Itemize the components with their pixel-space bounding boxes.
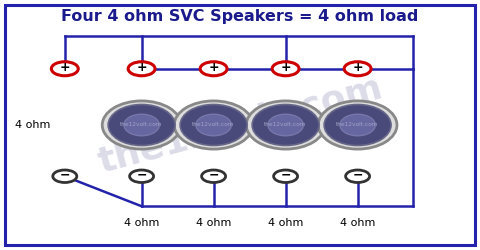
Text: +: + [208, 61, 219, 74]
Text: +: + [280, 61, 291, 74]
Text: +: + [136, 61, 147, 74]
Text: 4 ohm: 4 ohm [15, 120, 50, 130]
Circle shape [344, 62, 371, 76]
Text: 4 ohm: 4 ohm [196, 218, 231, 228]
Ellipse shape [246, 101, 325, 149]
Ellipse shape [180, 104, 247, 146]
Text: 4 ohm: 4 ohm [268, 218, 303, 228]
Text: −: − [60, 168, 70, 181]
Circle shape [272, 62, 299, 76]
Circle shape [200, 62, 227, 76]
Text: −: − [208, 168, 219, 181]
Text: 4 ohm: 4 ohm [340, 218, 375, 228]
Ellipse shape [252, 104, 319, 146]
Circle shape [128, 62, 155, 76]
Ellipse shape [324, 104, 391, 146]
Text: the12volt.com: the12volt.com [264, 122, 307, 128]
Circle shape [346, 170, 370, 182]
Circle shape [202, 170, 226, 182]
Text: the12volt.com: the12volt.com [94, 71, 386, 179]
Ellipse shape [124, 114, 159, 136]
Ellipse shape [102, 101, 181, 149]
Text: the12volt.com: the12volt.com [120, 122, 163, 128]
Ellipse shape [174, 101, 253, 149]
Text: Four 4 ohm SVC Speakers = 4 ohm load: Four 4 ohm SVC Speakers = 4 ohm load [61, 9, 419, 24]
Text: 4 ohm: 4 ohm [124, 218, 159, 228]
Text: −: − [280, 168, 291, 181]
Circle shape [51, 62, 78, 76]
Ellipse shape [108, 104, 175, 146]
Text: −: − [136, 168, 147, 181]
Ellipse shape [340, 114, 375, 136]
Text: +: + [60, 61, 70, 74]
Text: the12volt.com: the12volt.com [192, 122, 235, 128]
Ellipse shape [318, 101, 397, 149]
Circle shape [53, 170, 77, 182]
Text: +: + [352, 61, 363, 74]
Text: −: − [352, 168, 363, 181]
Circle shape [274, 170, 298, 182]
FancyBboxPatch shape [5, 5, 475, 245]
Circle shape [130, 170, 154, 182]
Ellipse shape [268, 114, 303, 136]
Text: the12volt.com: the12volt.com [336, 122, 379, 128]
Ellipse shape [196, 114, 231, 136]
